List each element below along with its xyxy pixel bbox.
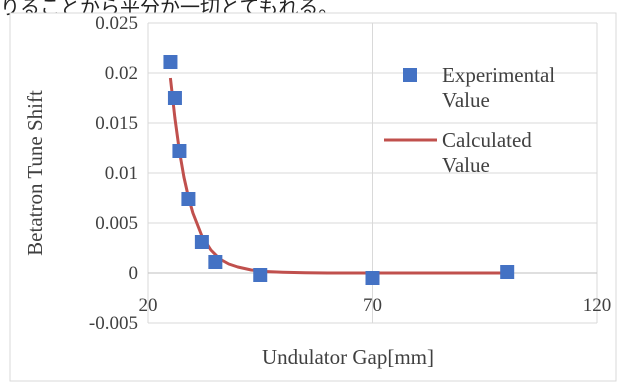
chart-frame <box>9 12 617 382</box>
data-series <box>163 55 515 285</box>
y-tick-label: 0 <box>129 263 139 284</box>
legend-label: Experimental Value <box>442 63 555 112</box>
experimental-value-point <box>500 265 515 279</box>
y-tick-label: -0.005 <box>89 313 138 334</box>
y-tick-label: 0.025 <box>95 13 138 34</box>
legend-marker-experimental <box>403 68 417 82</box>
x-axis-title: Undulator Gap[mm] <box>262 345 434 369</box>
experimental-value-point <box>253 268 268 282</box>
experimental-value-point <box>208 255 223 269</box>
y-tick-label: 0.02 <box>105 63 138 84</box>
axis-labels: -0.005 0 0.005 0.01 0.015 0.02 0.025 20 70 120 Und… <box>23 13 611 369</box>
x-tick-label: 120 <box>583 295 612 316</box>
y-axis-title: Betatron Tune Shift <box>23 90 47 256</box>
experimental-value-point <box>181 192 196 206</box>
x-tick-label: 70 <box>363 295 382 316</box>
y-tick-label: 0.01 <box>105 163 138 184</box>
x-tick-label: 20 <box>139 295 158 316</box>
y-tick-label: 0.015 <box>95 113 138 134</box>
experimental-value-point <box>194 235 209 249</box>
y-tick-label: 0.005 <box>95 213 138 234</box>
experimental-value-point <box>167 91 182 105</box>
legend-label: Calculated Value <box>442 128 532 177</box>
experimental-value-point <box>365 271 380 285</box>
legend: Experimental Value Calculated Value <box>384 63 555 177</box>
experimental-value-point <box>163 55 178 69</box>
experimental-value-point <box>172 144 187 158</box>
calculated-value-line <box>168 77 508 275</box>
